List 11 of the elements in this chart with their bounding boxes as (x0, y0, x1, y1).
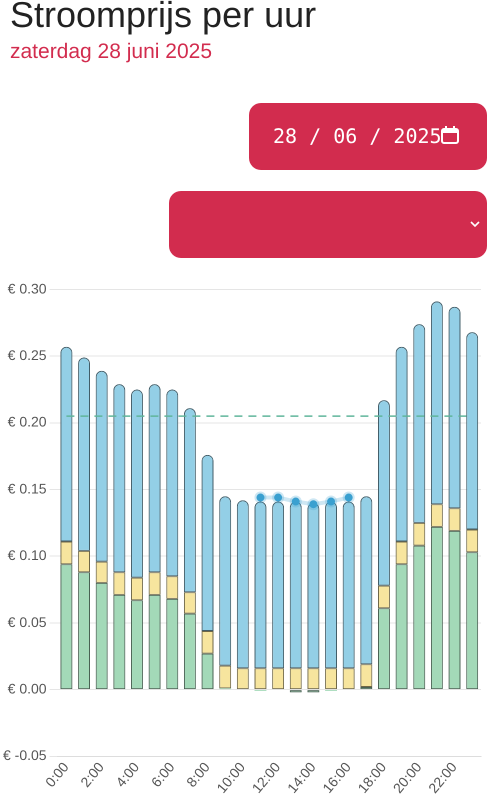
chart-subtitle: zaterdag 28 juni 2025 (10, 40, 212, 64)
y-tick-label: € 0.25 (8, 346, 47, 363)
y-tick-label: € -0.05 (2, 747, 47, 764)
text: 28 / 06 / 2025 (249, 103, 487, 170)
chart-title: Stroomprijs per uur (10, 0, 316, 36)
y-tick-label: € 0.10 (8, 547, 47, 564)
y-tick-label: € 0.00 (8, 680, 47, 697)
y-tick-label: € 0.05 (8, 614, 47, 630)
y-tick-label: € 0.20 (8, 414, 47, 430)
y-tick-label: € 0.30 (8, 280, 47, 296)
y-tick-label: € 0.15 (8, 480, 47, 496)
